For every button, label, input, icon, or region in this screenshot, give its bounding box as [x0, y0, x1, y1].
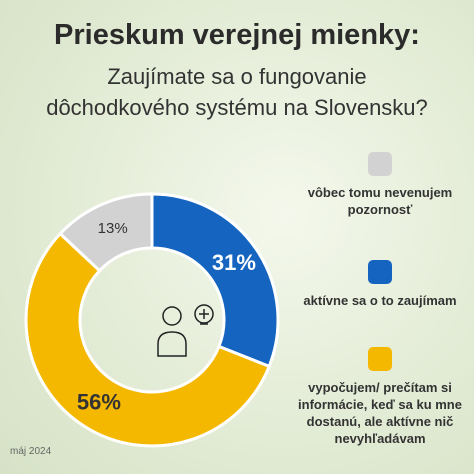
legend-swatch [368, 347, 392, 371]
data-label: 56% [77, 389, 121, 414]
legend-label: vôbec tomu nevenujem pozornosť [307, 185, 453, 217]
donut-segment [24, 231, 272, 448]
subtitle: dôchodkového systému na Slovensku? [46, 95, 428, 120]
donut-segment [150, 192, 280, 369]
legend-label: vypočujem/ prečítam si informácie, keď s… [298, 380, 462, 446]
data-label: 13% [98, 220, 128, 237]
icon [157, 304, 214, 357]
legend-swatch [368, 152, 392, 176]
legend-swatch [368, 260, 392, 284]
footnote: máj 2024 [10, 446, 52, 457]
chart-title: Prieskum verejnej mienky: [54, 19, 420, 51]
subtitle: Zaujímate sa o fungovanie [107, 64, 366, 89]
data-label: 31% [212, 250, 256, 275]
legend-label: aktívne sa o to zaujímam [303, 293, 457, 308]
